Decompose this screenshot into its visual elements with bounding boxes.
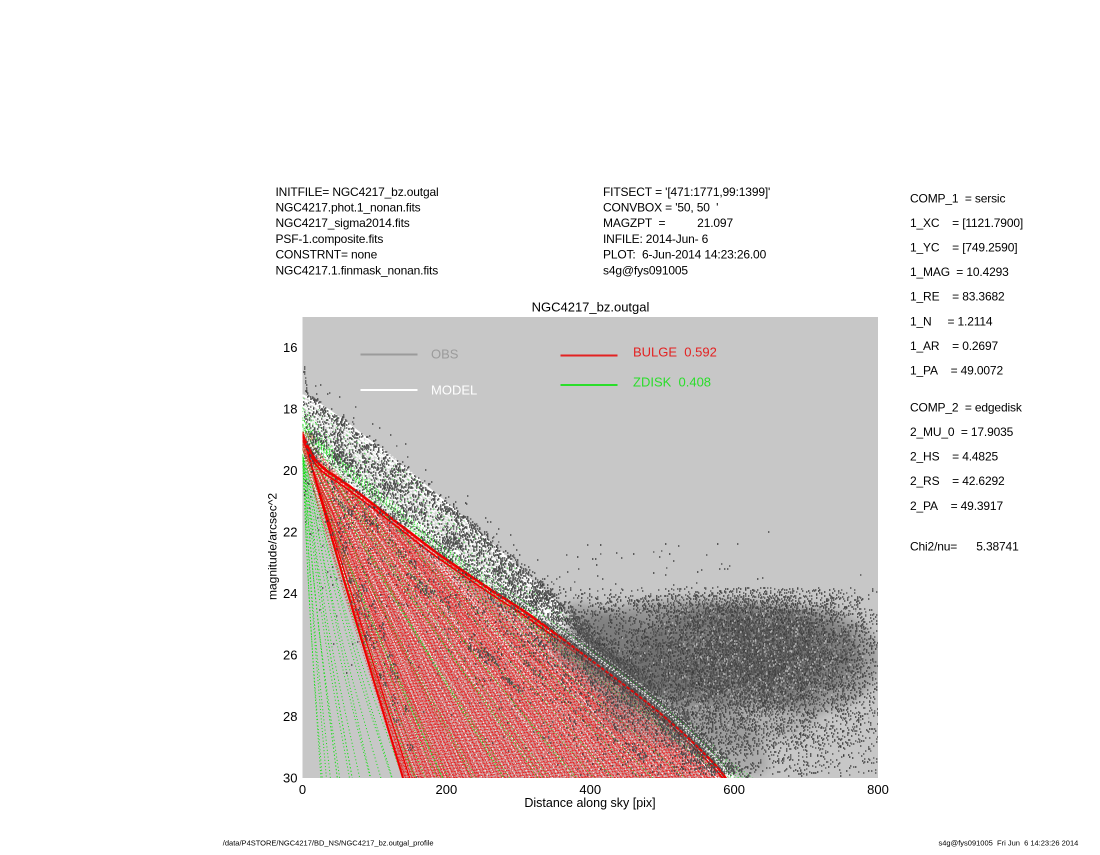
svg-text:18: 18 — [283, 402, 297, 417]
svg-text:OBS: OBS — [431, 347, 459, 362]
svg-text:1_PA = 49.0072: 1_PA = 49.0072 — [910, 364, 1003, 378]
svg-text:FITSECT = '[471:1771,99:1399]': FITSECT = '[471:1771,99:1399]' — [603, 185, 770, 199]
svg-text:PLOT: 6-Jun-2014 14:23:26.00: PLOT: 6-Jun-2014 14:23:26.00 — [603, 248, 767, 262]
svg-text:CONSTRNT= none: CONSTRNT= none — [276, 248, 378, 262]
svg-text:1_RE = 83.3682: 1_RE = 83.3682 — [910, 290, 1005, 304]
svg-text:NGC4217_bz.outgal: NGC4217_bz.outgal — [532, 300, 650, 315]
svg-text:2_PA = 49.3917: 2_PA = 49.3917 — [910, 499, 1003, 513]
svg-text:INITFILE= NGC4217_bz.outgal: INITFILE= NGC4217_bz.outgal — [276, 185, 439, 199]
svg-text:2_RS = 42.6292: 2_RS = 42.6292 — [910, 474, 1005, 488]
svg-text:1_XC = [1121.7900]: 1_XC = [1121.7900] — [910, 216, 1023, 230]
svg-text:MODEL: MODEL — [431, 383, 477, 398]
svg-text:22: 22 — [283, 525, 297, 540]
svg-text:28: 28 — [283, 709, 297, 724]
svg-text:0: 0 — [299, 782, 306, 797]
svg-text:NGC4217.1.finmask_nonan.fits: NGC4217.1.finmask_nonan.fits — [276, 263, 439, 277]
svg-text:CONVBOX = '50, 50 ': CONVBOX = '50, 50 ' — [603, 201, 718, 215]
svg-text:INFILE: 2014-Jun- 6: INFILE: 2014-Jun- 6 — [603, 232, 709, 246]
svg-text:2_MU_0 = 17.9035: 2_MU_0 = 17.9035 — [910, 425, 1014, 439]
svg-text:MAGZPT = 21.097: MAGZPT = 21.097 — [603, 216, 733, 230]
svg-text:ZDISK 0.408: ZDISK 0.408 — [633, 374, 711, 389]
svg-text:24: 24 — [283, 586, 297, 601]
svg-text:BULGE 0.592: BULGE 0.592 — [633, 344, 717, 359]
svg-text:magnitude/arcsec^2: magnitude/arcsec^2 — [266, 493, 280, 600]
svg-text:400: 400 — [579, 782, 601, 797]
svg-text:1_YC = [749.2590]: 1_YC = [749.2590] — [910, 241, 1017, 255]
svg-text:Distance along sky [pix]: Distance along sky [pix] — [524, 796, 655, 810]
svg-text:2_HS = 4.4825: 2_HS = 4.4825 — [910, 450, 998, 464]
svg-text:30: 30 — [283, 771, 297, 786]
svg-text:Chi2/nu= 5.38741: Chi2/nu= 5.38741 — [910, 539, 1019, 553]
svg-text:16: 16 — [283, 340, 297, 355]
svg-text:NGC4217.phot.1_nonan.fits: NGC4217.phot.1_nonan.fits — [276, 201, 421, 215]
svg-text:NGC4217_sigma2014.fits: NGC4217_sigma2014.fits — [276, 216, 410, 230]
svg-text:200: 200 — [436, 782, 458, 797]
svg-text:1_MAG = 10.4293: 1_MAG = 10.4293 — [910, 265, 1009, 279]
svg-text:600: 600 — [723, 782, 745, 797]
svg-text:COMP_2 = edgedisk: COMP_2 = edgedisk — [910, 400, 1023, 414]
svg-text:20: 20 — [283, 463, 297, 478]
svg-text:PSF-1.composite.fits: PSF-1.composite.fits — [276, 232, 384, 246]
svg-text:800: 800 — [867, 782, 889, 797]
svg-text:s4g@fys091005: s4g@fys091005 — [603, 263, 688, 277]
svg-text:/data/P4STORE/NGC4217/BD_NS/NG: /data/P4STORE/NGC4217/BD_NS/NGC4217_bz.o… — [223, 839, 434, 848]
svg-text:1_N = 1.2114: 1_N = 1.2114 — [910, 314, 993, 328]
svg-text:COMP_1 = sersic: COMP_1 = sersic — [910, 191, 1005, 205]
svg-text:26: 26 — [283, 648, 297, 663]
svg-text:s4g@fys091005 Fri Jun 6 14:2: s4g@fys091005 Fri Jun 6 14:23:26 2014 — [939, 839, 1079, 848]
svg-text:1_AR = 0.2697: 1_AR = 0.2697 — [910, 339, 998, 353]
